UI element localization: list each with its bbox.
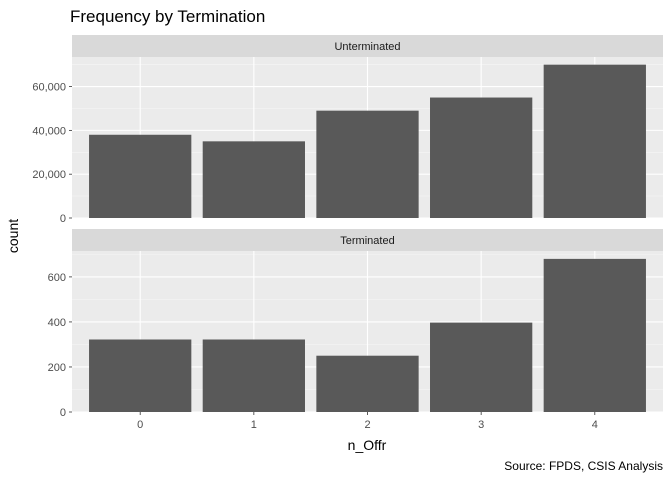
chart-caption: Source: FPDS, CSIS Analysis bbox=[504, 459, 663, 473]
facet-strip bbox=[72, 229, 663, 251]
facet-strip bbox=[72, 35, 663, 57]
y-axis-title: count bbox=[5, 219, 21, 253]
y-tick-label: 400 bbox=[48, 317, 66, 329]
y-tick-label: 200 bbox=[48, 362, 66, 374]
bar-unterminated-3 bbox=[430, 97, 533, 218]
bar-terminated-1 bbox=[202, 339, 305, 412]
facet-strip-label: Terminated bbox=[340, 235, 394, 247]
x-tick-label: 1 bbox=[251, 419, 257, 431]
facet-strip-label: Unterminated bbox=[334, 41, 400, 53]
y-tick-label: 600 bbox=[48, 272, 66, 284]
y-tick-label: 0 bbox=[60, 213, 66, 225]
y-tick-label: 0 bbox=[60, 407, 66, 419]
bar-terminated-0 bbox=[89, 339, 192, 412]
bar-terminated-3 bbox=[430, 322, 533, 412]
bar-terminated-4 bbox=[543, 258, 646, 412]
facet-panels: Unterminated 0 20,000 40,000 60,000 Terminate… bbox=[32, 35, 663, 431]
x-tick-label: 0 bbox=[137, 419, 143, 431]
x-tick-label: 3 bbox=[478, 419, 484, 431]
y-tick-label: 20,000 bbox=[32, 169, 66, 181]
y-tick-label: 40,000 bbox=[32, 125, 66, 137]
x-axis-title: n_Offr bbox=[348, 437, 387, 453]
y-tick-label: 60,000 bbox=[32, 82, 66, 94]
chart-title: Frequency by Termination bbox=[70, 7, 265, 26]
x-tick-label: 4 bbox=[592, 419, 598, 431]
bar-unterminated-0 bbox=[89, 134, 192, 218]
x-tick-label: 2 bbox=[364, 419, 370, 431]
bar-unterminated-4 bbox=[543, 64, 646, 219]
bar-terminated-2 bbox=[316, 355, 419, 412]
bar-unterminated-2 bbox=[316, 110, 419, 218]
bar-unterminated-1 bbox=[202, 141, 305, 218]
